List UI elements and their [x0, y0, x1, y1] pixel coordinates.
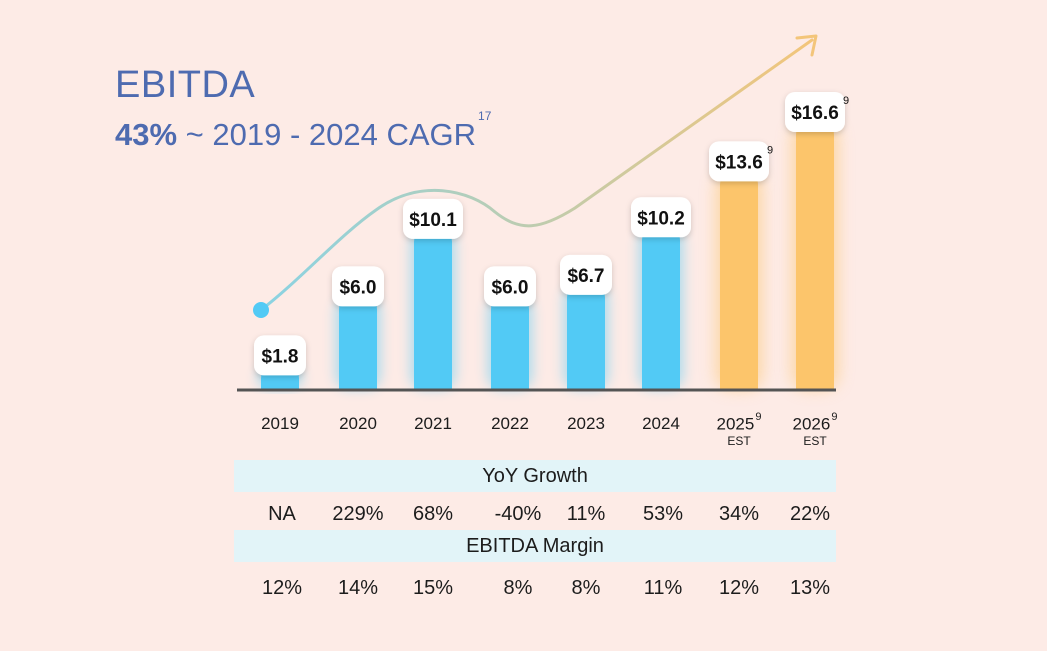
yoy-value-2022: -40% [494, 503, 542, 525]
yoy-value-2026: 22% [789, 503, 831, 525]
value-footnote: 9 [767, 144, 773, 156]
ebitda-margin-header: EBITDA Margin [234, 530, 836, 562]
value-label-2019: $1.8 [254, 335, 306, 376]
value-label-2022: $6.0 [484, 266, 536, 307]
cagr-footnote: 17 [478, 108, 492, 123]
x-tick-2024: 2024 [642, 414, 680, 433]
margin-value-2026: 13% [789, 577, 831, 599]
x-tick-2023: 2023 [567, 414, 605, 433]
x-tick-note: EST [803, 434, 827, 448]
bar-2020 [339, 290, 377, 389]
bar-2026 [796, 116, 834, 389]
value-text: $16.6 [791, 103, 839, 124]
value-pill [484, 266, 536, 307]
yoy-value-2025: 34% [718, 503, 760, 525]
value-label-2021: $10.1 [403, 198, 463, 239]
x-tick-footnote: 9 [755, 411, 762, 423]
trend-arrowhead [795, 34, 818, 57]
bar-2025 [720, 165, 758, 389]
x-tick-2020: 2020 [339, 414, 377, 433]
yoy-value-2019: NA [268, 503, 296, 525]
value-footnote: 9 [843, 95, 849, 107]
cagr-text: ~ 2019 - 2024 CAGR [185, 117, 477, 152]
margin-value-2024: 11% [643, 577, 683, 599]
chart-subtitle: 43% ~ 2019 - 2024 CAGR17 [115, 109, 491, 153]
trend-start-dot [253, 302, 269, 318]
chart-title: EBITDA [115, 64, 256, 106]
value-pill [254, 335, 306, 376]
value-text: $6.7 [568, 266, 605, 287]
margin-value-2023: 8% [571, 577, 601, 599]
value-text: $1.8 [262, 346, 299, 367]
value-pill [631, 197, 691, 238]
value-label-2024: $10.2 [631, 197, 691, 238]
value-pill [785, 92, 845, 132]
x-tick-note: EST [727, 434, 751, 448]
trend-line [259, 38, 814, 312]
yoy-value-2021: 68% [412, 503, 454, 525]
x-tick-2021: 2021 [414, 414, 452, 433]
value-text: $13.6 [715, 152, 763, 173]
value-label-2025: $13.6 9 [709, 141, 773, 182]
margin-value-2021: 15% [412, 577, 454, 599]
margin-value-2022: 8% [503, 577, 533, 599]
value-text: $10.1 [409, 210, 457, 231]
x-tick-2022: 2022 [491, 414, 529, 433]
value-pill [332, 266, 384, 307]
x-tick-2026: 20269 [792, 411, 838, 434]
value-pill [709, 141, 769, 182]
value-text: $6.0 [340, 277, 377, 298]
bar-2021 [414, 222, 452, 389]
margin-value-2025: 12% [718, 577, 760, 599]
cagr-value: 43% [115, 117, 178, 152]
yoy-value-2024: 53% [642, 503, 684, 525]
bar-2022 [491, 290, 529, 389]
value-label-2020: $6.0 [332, 266, 384, 307]
margin-value-2020: 14% [337, 577, 379, 599]
value-pill [560, 254, 612, 295]
x-tick-2025: 20259 [716, 411, 762, 434]
x-tick-2019: 2019 [261, 414, 299, 433]
yoy-growth-header: YoY Growth [234, 460, 836, 492]
value-label-2023: $6.7 [560, 254, 612, 295]
value-pill [403, 198, 463, 239]
margin-value-2019: 12% [261, 577, 303, 599]
value-text: $10.2 [637, 208, 685, 229]
yoy-value-2020: 229% [332, 503, 384, 525]
bar-2023 [567, 278, 605, 389]
x-tick-footnote: 9 [831, 411, 838, 423]
yoy-value-2023: 11% [566, 503, 606, 525]
value-text: $6.0 [492, 277, 529, 298]
value-label-2026: $16.6 9 [785, 92, 849, 132]
bar-2024 [642, 221, 680, 389]
